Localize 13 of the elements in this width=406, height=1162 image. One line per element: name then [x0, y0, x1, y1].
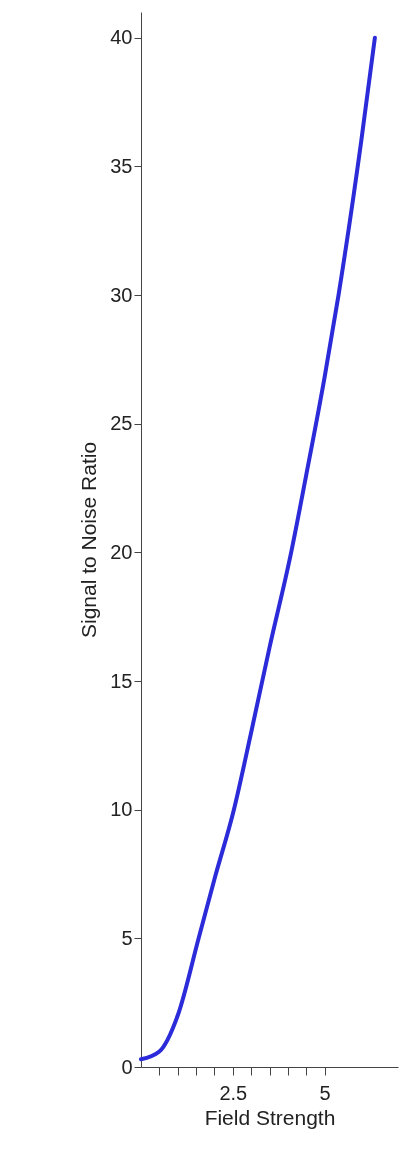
x-tick-label: 2.5 — [219, 1081, 248, 1104]
y-tick-label: 30 — [110, 283, 133, 306]
y-tick-label: 35 — [110, 154, 133, 177]
y-tick-label: 10 — [110, 798, 133, 821]
y-tick-label: 25 — [110, 412, 133, 435]
y-axis-title: Signal to Noise Ratio — [77, 441, 101, 639]
x-axis-title: Field Strength — [204, 1105, 336, 1129]
y-tick-label: 0 — [121, 1055, 133, 1078]
y-tick-label: 20 — [110, 540, 133, 563]
y-tick-label: 15 — [110, 669, 133, 692]
line-series — [139, 35, 377, 1062]
y-tick-label: 40 — [110, 26, 133, 49]
y-tick-label: 5 — [121, 926, 133, 949]
